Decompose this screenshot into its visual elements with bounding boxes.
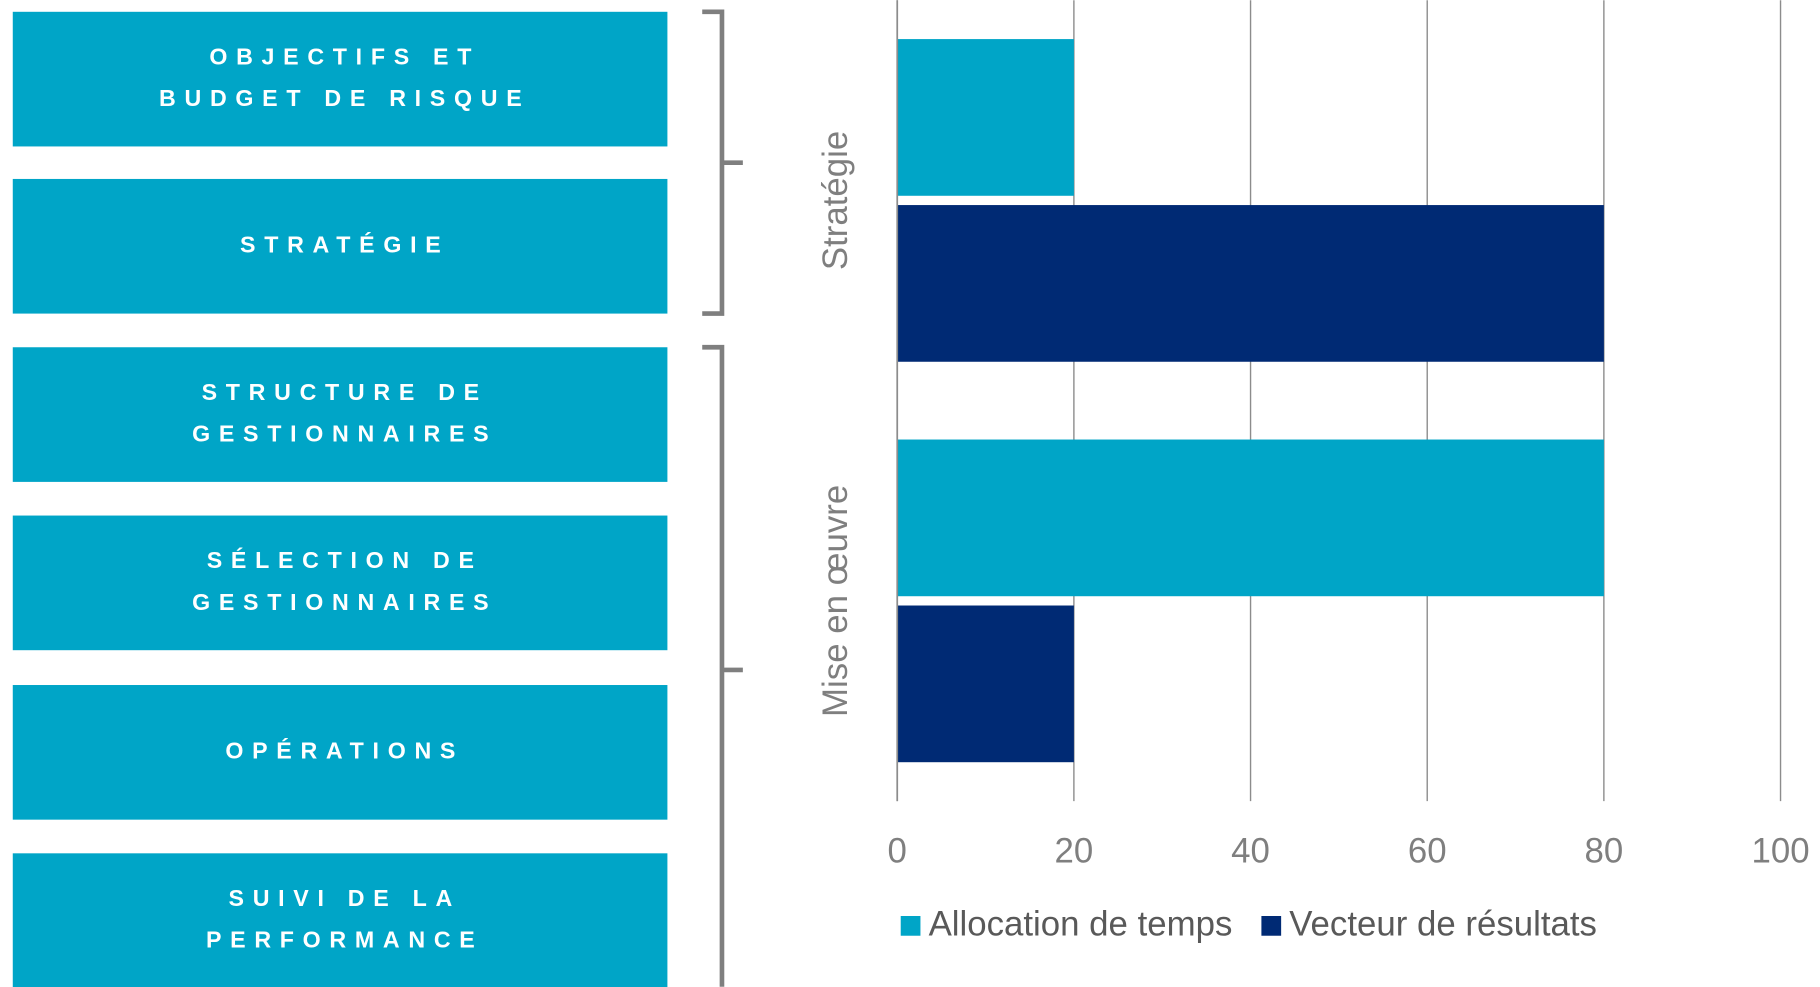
step-box — [12, 853, 668, 987]
step-label: SÉLECTION DE — [207, 546, 483, 573]
bar — [897, 39, 1074, 196]
step-box — [12, 515, 668, 651]
bracket — [702, 9, 743, 316]
step-box — [12, 178, 668, 314]
step-label: GESTIONNAIRES — [192, 589, 497, 615]
category-label: Mise en œuvre — [816, 485, 855, 717]
step-label: OBJECTIFS ET — [209, 43, 480, 69]
bar — [897, 205, 1604, 362]
step-label: OPÉRATIONS — [225, 736, 464, 763]
step-label: GESTIONNAIRES — [192, 421, 497, 447]
x-tick-label: 80 — [1585, 832, 1624, 871]
step-box — [12, 11, 668, 147]
legend-label: Vecteur de résultats — [1289, 905, 1597, 944]
x-tick-label: 20 — [1055, 832, 1094, 871]
x-tick-label: 0 — [888, 832, 907, 871]
bar — [897, 439, 1604, 597]
legend-swatch — [1261, 916, 1282, 936]
brackets — [702, 9, 743, 987]
category-label: Stratégie — [816, 131, 855, 270]
step-label: STRUCTURE DE — [202, 379, 488, 405]
step-label: STRATÉGIE — [240, 230, 449, 257]
step-label: PERFORMANCE — [206, 927, 484, 953]
legend-swatch — [900, 916, 921, 936]
bar — [897, 605, 1074, 763]
legend-label: Allocation de temps — [929, 905, 1233, 944]
step-box — [12, 347, 668, 482]
step-label: BUDGET DE RISQUE — [159, 85, 530, 111]
step-label: SUIVI DE LA — [229, 885, 461, 911]
x-tick-label: 60 — [1408, 832, 1447, 871]
step-box — [12, 685, 668, 820]
x-tick-label: 100 — [1751, 832, 1809, 871]
bracket — [702, 344, 743, 987]
x-tick-label: 40 — [1231, 832, 1270, 871]
